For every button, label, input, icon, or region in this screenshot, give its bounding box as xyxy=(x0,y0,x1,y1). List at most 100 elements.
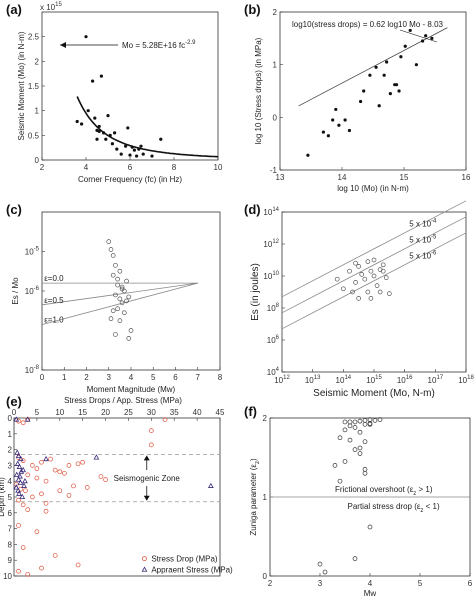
y-tick-label: 1 xyxy=(35,107,40,116)
data-point xyxy=(150,154,154,158)
data-point xyxy=(337,435,343,441)
data-point xyxy=(115,276,121,282)
data-point xyxy=(95,137,99,141)
data-point xyxy=(80,122,84,126)
x-tick-label: 5 xyxy=(35,408,40,417)
top-axis-label: Stress Drops / App. Stress (MPa) xyxy=(64,396,182,405)
data-point xyxy=(424,34,428,38)
stress-drop-point xyxy=(23,488,28,494)
data-point xyxy=(113,131,117,135)
data-point xyxy=(113,332,118,337)
ratio-line-label: 5 x 10-5 xyxy=(409,235,437,245)
x-tick-label: 1013 xyxy=(305,375,321,385)
data-point xyxy=(117,268,123,274)
x-tick-label: 1016 xyxy=(397,375,413,385)
x-axis-label: Seismic Moment (Mo, N-m) xyxy=(313,388,435,399)
y-tick-label: 1010 xyxy=(263,271,279,281)
x-tick-label: 2 xyxy=(268,579,273,588)
data-point xyxy=(86,109,90,113)
data-point xyxy=(352,425,358,430)
data-point xyxy=(357,451,363,456)
apparent-stress-point xyxy=(93,454,100,460)
data-point xyxy=(110,272,116,278)
stress-drop-point xyxy=(29,463,35,468)
apparent-stress-point xyxy=(24,416,31,422)
data-point xyxy=(113,262,118,268)
data-point xyxy=(353,280,358,285)
panel-label-f: (f) xyxy=(244,404,257,419)
y-tick-label: 2 xyxy=(273,8,278,17)
panel-f: (f) 2 3 4 5 6 0 1 2 Mw Zuniga parameter (εz) Fricti… xyxy=(244,404,473,598)
epsilon-line xyxy=(41,282,198,306)
x-tick-label: 2 xyxy=(40,163,45,172)
data-point xyxy=(374,283,380,288)
stress-drop-point xyxy=(39,491,44,497)
x-tick-label: 20 xyxy=(101,408,110,417)
x-tick-label: 1012 xyxy=(274,375,290,385)
panel-label-c: (c) xyxy=(6,202,22,217)
data-point xyxy=(352,419,358,425)
data-point xyxy=(352,447,358,452)
data-point xyxy=(397,89,401,93)
data-point xyxy=(357,445,363,451)
data-point xyxy=(342,419,348,425)
epsilon-line-label: ε=1.0 xyxy=(44,316,64,325)
data-point xyxy=(113,292,118,298)
stress-drop-point xyxy=(34,475,40,481)
data-point xyxy=(356,264,362,269)
apparent-stress-point xyxy=(18,468,25,474)
data-point xyxy=(368,268,374,274)
y-tick-label: 1.5 xyxy=(28,82,40,91)
data-point xyxy=(334,276,340,282)
data-point xyxy=(126,294,132,300)
stress-drop-point xyxy=(20,502,26,508)
panel-label-a: (a) xyxy=(6,2,22,17)
y-tick-label: 10-5 xyxy=(25,247,40,257)
x-tick-label: 8 xyxy=(218,373,223,382)
stress-drop-point xyxy=(34,529,40,535)
stress-drop-point xyxy=(98,474,104,479)
apparent-stress-point xyxy=(16,490,22,496)
data-point xyxy=(332,463,338,468)
y-tick-label: 6 xyxy=(8,509,13,518)
data-point xyxy=(385,60,389,64)
stress-drop-point xyxy=(162,417,168,422)
data-point xyxy=(135,154,139,158)
data-point xyxy=(383,275,389,280)
data-point xyxy=(141,152,145,156)
apparent-stress-point xyxy=(43,455,49,462)
stress-drop-point xyxy=(57,469,63,475)
apparent-stress-point xyxy=(17,473,23,479)
data-point xyxy=(394,83,399,87)
data-point xyxy=(359,99,363,104)
data-point xyxy=(353,260,358,266)
x-tick-label: 4 xyxy=(84,163,89,172)
epsilon-line xyxy=(41,282,198,325)
data-point xyxy=(403,44,407,48)
data-point xyxy=(121,310,127,316)
data-point xyxy=(362,421,368,427)
data-point xyxy=(132,148,136,152)
ratio-line xyxy=(281,232,467,330)
y-tick-label: 1 xyxy=(273,61,278,70)
y-axis-label: log 10 (Stress drops) (in MPa) xyxy=(254,37,263,144)
y-tick-label: 2 xyxy=(263,414,268,423)
x-tick-label: 0 xyxy=(40,373,45,382)
apparent-stress-point xyxy=(15,476,22,482)
frictional-overshoot-label: Frictional overshoot (εz > 1) xyxy=(335,485,433,497)
data-point xyxy=(110,308,116,314)
y-tick-label: 0.5 xyxy=(28,131,40,140)
stress-drop-point xyxy=(20,545,26,550)
x-axis-label: Moment Magnitude (Mw) xyxy=(87,385,176,394)
fit-line xyxy=(298,27,448,107)
apparent-stress-point xyxy=(14,460,21,466)
data-point xyxy=(414,63,418,67)
panel-b: (b) 13 14 15 16 -1 0 1 2 log 10 (Mo) (in N-m) log … xyxy=(244,2,471,193)
stress-drop-point xyxy=(39,459,44,465)
data-point xyxy=(408,28,412,33)
stress-drop-point xyxy=(29,494,35,500)
data-point xyxy=(342,459,348,464)
legend-label-apparent-stress: Appraent Stress (MPa) xyxy=(151,566,233,575)
data-point xyxy=(321,130,325,134)
data-point xyxy=(343,118,347,122)
